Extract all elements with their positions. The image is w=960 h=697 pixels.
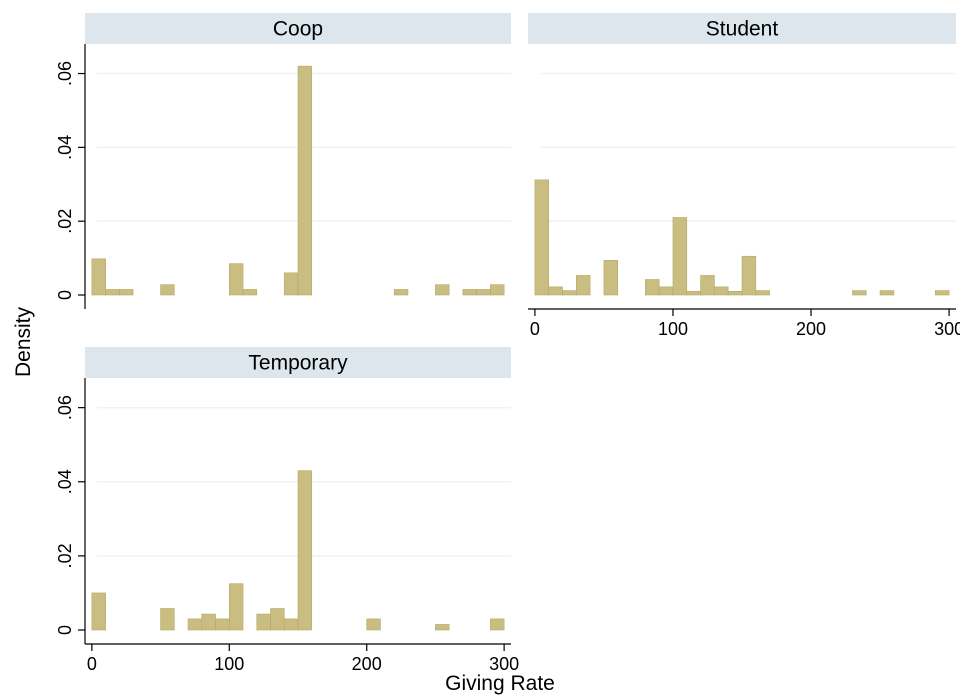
histogram-bar xyxy=(658,286,674,296)
histogram-bar xyxy=(534,179,550,296)
y-tick-label: .06 xyxy=(55,395,75,420)
panel-title-strip xyxy=(85,13,511,44)
x-tick-label: 300 xyxy=(489,654,519,674)
histogram-bar xyxy=(105,289,120,296)
histogram-bar xyxy=(256,613,271,631)
histogram-bar xyxy=(741,255,757,296)
histogram-bar xyxy=(215,618,230,631)
histogram-bar xyxy=(270,608,285,631)
histogram-bar xyxy=(228,263,244,296)
histogram-bar xyxy=(476,289,491,296)
y-tick-label: .06 xyxy=(55,61,75,86)
histogram-bar xyxy=(366,618,381,631)
histogram-bar xyxy=(91,258,106,296)
panel-title: Student xyxy=(706,18,779,41)
panel-coop: Coop 0 .02 .04 .06 xyxy=(55,13,511,309)
panel-title-strip xyxy=(528,13,956,44)
histogram-bar xyxy=(727,291,743,296)
histogram-bar xyxy=(852,290,867,296)
histogram-bar xyxy=(228,583,244,631)
x-axis-title: Giving Rate xyxy=(445,672,555,695)
histogram-bar xyxy=(187,618,203,631)
histogram-bar xyxy=(201,613,216,631)
histogram-bar xyxy=(714,286,729,296)
histogram-bar xyxy=(393,289,409,296)
y-tick-label: .02 xyxy=(55,209,75,234)
x-tick-label: 100 xyxy=(214,654,244,674)
histogram-bar xyxy=(435,624,450,631)
y-tick-label: 0 xyxy=(55,290,75,300)
y-tick-label: .04 xyxy=(55,135,75,160)
histogram-bar xyxy=(283,272,299,296)
panel-student: Student 0 100 200 300 xyxy=(528,13,960,339)
histogram-bar xyxy=(603,260,619,296)
histogram-bar xyxy=(700,275,715,296)
panel-title: Coop xyxy=(273,18,323,41)
y-tick-label: .04 xyxy=(55,469,75,494)
x-tick-label: 300 xyxy=(934,319,960,339)
histogram-bar xyxy=(297,65,313,296)
panel-title-strip xyxy=(85,347,511,378)
panel-title: Temporary xyxy=(248,352,348,375)
histogram-bar xyxy=(672,217,688,296)
histogram-bar xyxy=(686,291,701,296)
histogram-bar xyxy=(297,470,313,631)
histogram-bar xyxy=(562,290,577,296)
histogram-bar xyxy=(242,289,258,296)
x-tick-label: 0 xyxy=(530,319,540,339)
y-tick-label: 0 xyxy=(55,625,75,635)
histogram-bar xyxy=(755,290,770,296)
histogram-bar xyxy=(645,279,660,296)
histogram-bar xyxy=(119,289,134,296)
histogram-bar xyxy=(435,284,450,296)
histogram-bar xyxy=(160,284,175,296)
panel-temporary: Temporary 0 .02 .04 .06 0 100 200 300 xyxy=(55,347,519,674)
x-tick-label: 0 xyxy=(87,654,97,674)
histogram-bar xyxy=(576,275,591,296)
histogram-bar xyxy=(462,289,477,296)
histogram-bar xyxy=(490,618,505,631)
histogram-bar xyxy=(879,290,895,296)
histogram-bar xyxy=(91,592,106,631)
y-axis-title: Density xyxy=(12,306,35,377)
histogram-bar xyxy=(490,284,505,296)
histogram-bar xyxy=(160,608,175,631)
x-tick-label: 200 xyxy=(796,319,826,339)
y-tick-label: .02 xyxy=(55,543,75,568)
histogram-bar xyxy=(934,290,950,296)
x-tick-label: 100 xyxy=(658,319,688,339)
x-tick-label: 200 xyxy=(352,654,382,674)
histogram-bar xyxy=(548,286,563,296)
histogram-bar xyxy=(283,618,299,631)
